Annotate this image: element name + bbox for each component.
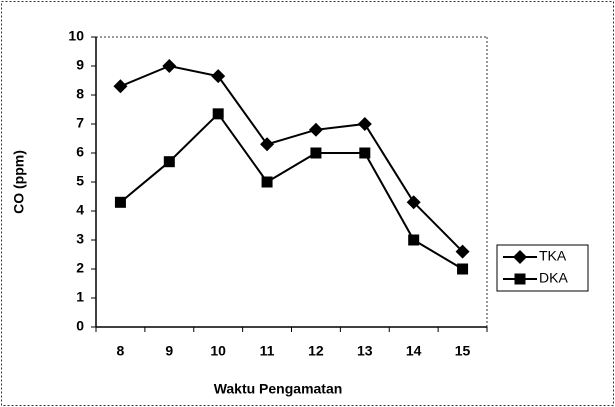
legend-label: TKA <box>539 248 567 264</box>
x-tick-label: 9 <box>165 343 173 359</box>
y-tick-label: 2 <box>76 260 84 276</box>
data-point <box>162 59 177 73</box>
y-tick-label: 4 <box>76 202 84 218</box>
data-point <box>455 244 470 259</box>
data-point <box>457 263 469 275</box>
y-tick-label: 7 <box>76 115 84 131</box>
x-tick-label: 15 <box>455 343 471 359</box>
legend-marker <box>513 250 527 264</box>
legend-box <box>496 244 589 292</box>
y-tick-label: 9 <box>76 57 84 73</box>
x-axis-label: Waktu Pengamatan <box>214 381 343 397</box>
y-tick-label: 1 <box>76 289 84 305</box>
series-line <box>119 112 464 270</box>
data-point <box>114 196 126 208</box>
y-tick-label: 10 <box>68 28 84 44</box>
y-tick-label: 6 <box>76 144 84 160</box>
series-line <box>120 64 464 253</box>
x-tick-label: 13 <box>357 343 373 359</box>
data-point <box>212 108 224 120</box>
y-axis-label: CO (ppm) <box>11 150 27 214</box>
data-point <box>211 69 226 84</box>
data-point <box>163 156 175 168</box>
legend-label: DKA <box>539 270 568 286</box>
y-tick-label: 3 <box>76 231 84 247</box>
x-tick-label: 10 <box>210 343 226 359</box>
data-point <box>260 137 275 152</box>
data-point <box>406 195 421 210</box>
data-point <box>357 117 372 131</box>
y-tick-label: 0 <box>76 318 84 334</box>
data-point <box>408 234 420 246</box>
data-point <box>113 79 128 94</box>
x-tick-label: 12 <box>308 343 324 359</box>
data-point <box>310 147 322 159</box>
data-point <box>308 122 323 137</box>
y-tick-label: 5 <box>76 173 84 189</box>
y-tick-label: 8 <box>76 86 84 102</box>
x-tick-label: 14 <box>406 343 422 359</box>
legend-marker <box>514 273 526 285</box>
data-point <box>261 176 273 188</box>
x-tick-label: 11 <box>260 343 275 359</box>
data-point <box>359 147 371 159</box>
x-tick-label: 8 <box>117 343 125 359</box>
